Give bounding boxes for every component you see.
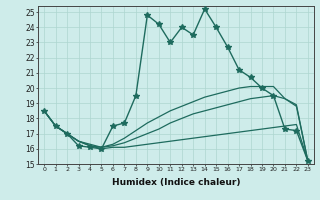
- X-axis label: Humidex (Indice chaleur): Humidex (Indice chaleur): [112, 178, 240, 187]
